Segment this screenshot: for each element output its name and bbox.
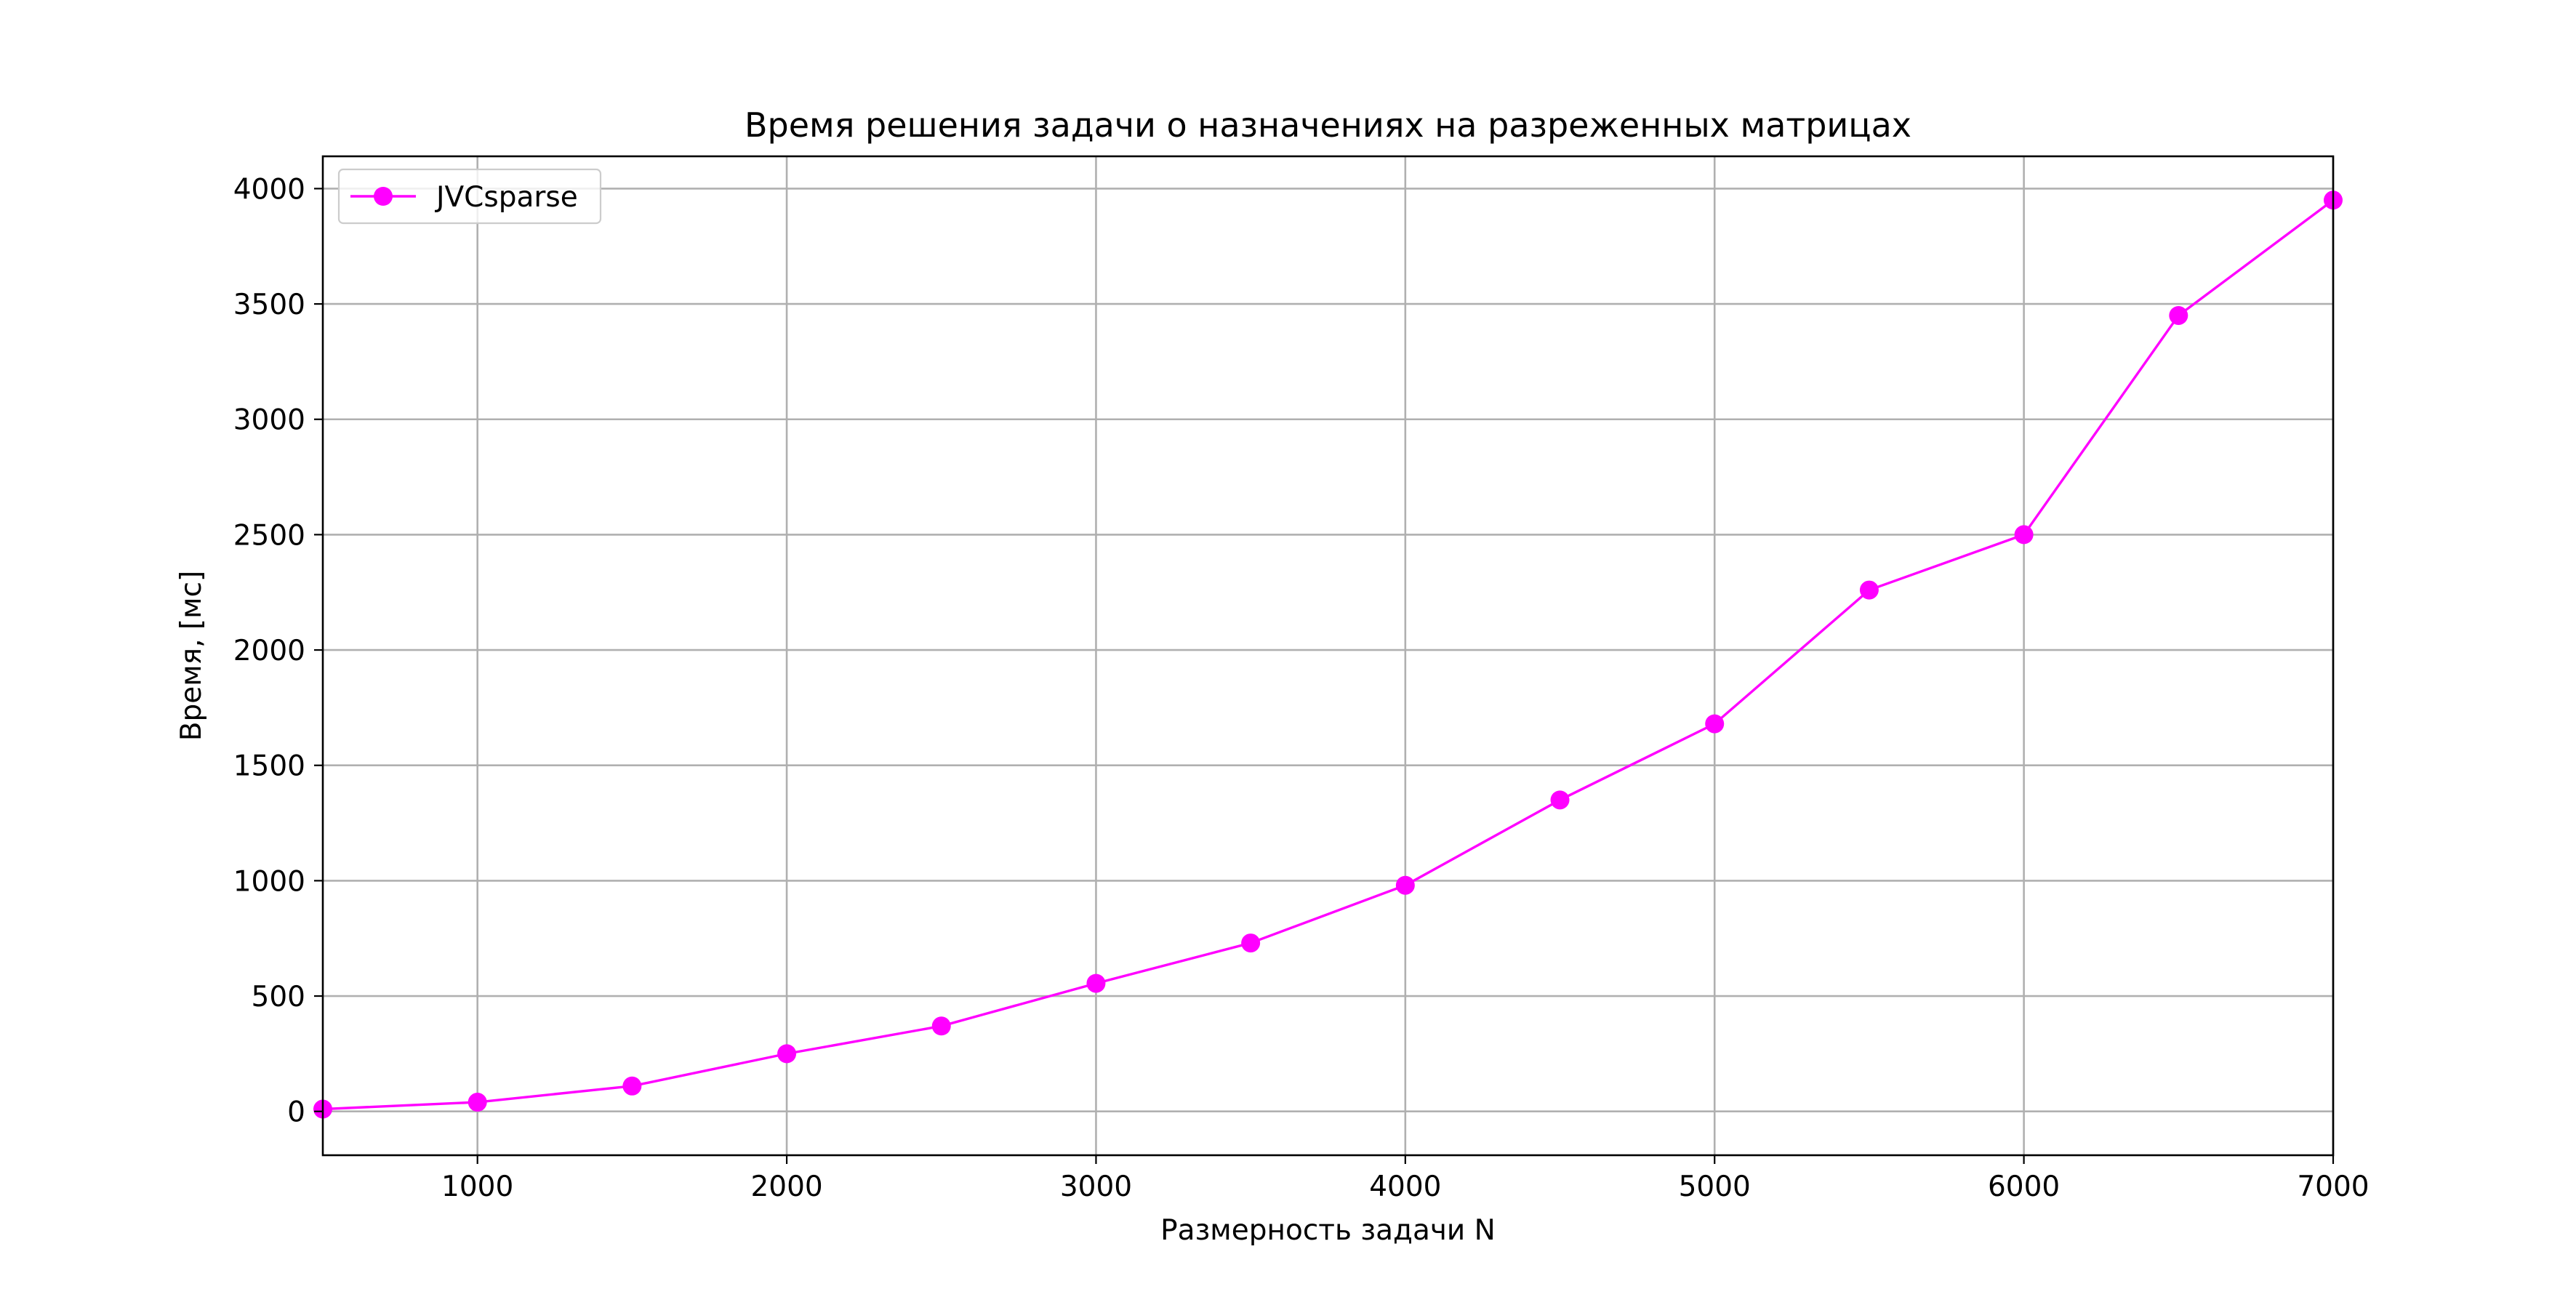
y-tick-label: 2000 xyxy=(233,635,305,667)
y-tick-label: 0 xyxy=(287,1096,305,1129)
data-point xyxy=(1859,580,1879,600)
y-tick-label: 3000 xyxy=(233,404,305,437)
data-point xyxy=(777,1044,797,1064)
data-point xyxy=(931,1016,951,1036)
data-point xyxy=(468,1093,487,1112)
y-tick-label: 2500 xyxy=(233,519,305,552)
legend-marker-swatch xyxy=(374,187,393,206)
x-tick-label: 4000 xyxy=(1369,1170,1441,1203)
y-tick-label: 1500 xyxy=(233,750,305,783)
data-point xyxy=(2014,525,2034,545)
legend-box xyxy=(337,168,602,225)
y-tick-label: 3500 xyxy=(233,289,305,321)
plot-frame xyxy=(321,155,2335,1157)
y-tick-label: 500 xyxy=(252,981,305,1013)
y-axis-label: Время, [мс] xyxy=(175,571,208,741)
x-tick-label: 1000 xyxy=(441,1170,513,1203)
legend: JVCsparse xyxy=(337,168,602,225)
x-tick-label: 3000 xyxy=(1060,1170,1132,1203)
x-tick-label: 7000 xyxy=(2297,1170,2369,1203)
y-tick-label: 1000 xyxy=(233,865,305,898)
x-tick-label: 2000 xyxy=(750,1170,822,1203)
ticks: 1000 2000 3000 4000 5000 6000 7000 0 500 1000 1500… xyxy=(233,173,2370,1203)
data-point xyxy=(2169,305,2188,325)
series-layer xyxy=(313,190,2343,1119)
x-tick-label: 5000 xyxy=(1679,1170,1751,1203)
data-point xyxy=(1395,875,1415,895)
data-point xyxy=(1086,973,1106,993)
x-tick-label: 6000 xyxy=(1988,1170,2060,1203)
y-tick-label: 4000 xyxy=(233,173,305,206)
chart-title: Время решения задачи о назначениях на ра… xyxy=(745,105,1911,145)
data-point xyxy=(1705,714,1725,734)
data-point xyxy=(1550,790,1570,810)
legend-label-jvcsparse: JVCsparse xyxy=(434,181,578,214)
series-line-jvcsparse xyxy=(322,198,2335,1111)
data-point xyxy=(622,1076,642,1096)
grid xyxy=(323,156,2335,1155)
x-axis-label: Размерность задачи N xyxy=(1160,1214,1496,1247)
data-point xyxy=(1241,933,1261,953)
